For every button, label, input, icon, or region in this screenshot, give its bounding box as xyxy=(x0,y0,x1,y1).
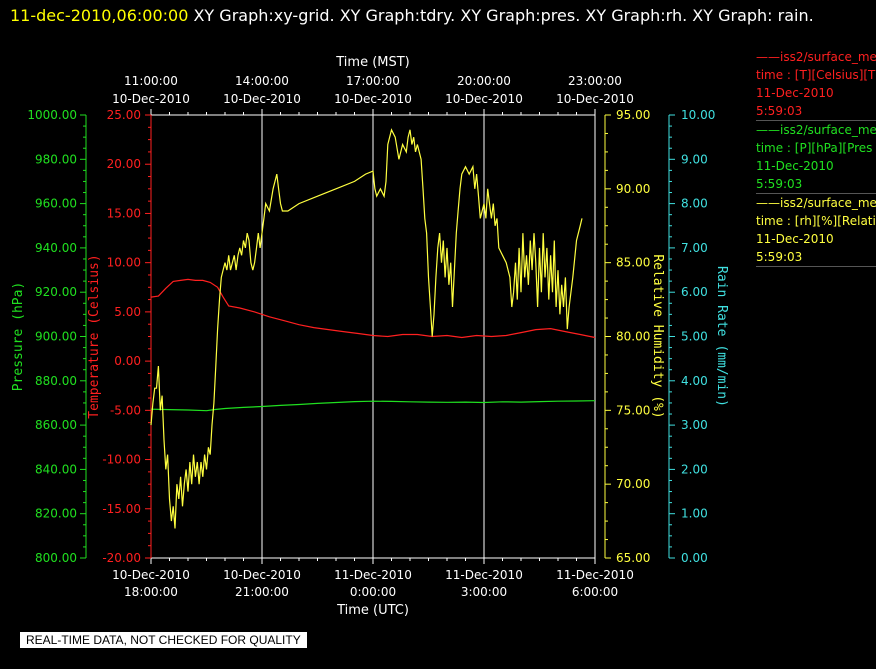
top-tick-label: 11:00:00 xyxy=(124,74,178,88)
pressure-axis-title: Pressure (hPa) xyxy=(11,282,26,392)
top-axis-title: Time (MST) xyxy=(335,55,410,70)
top-tick-label: 14:00:00 xyxy=(235,74,289,88)
temperature-tick-label: 15.00 xyxy=(107,206,141,220)
rh-tick-label: 70.00 xyxy=(616,477,650,491)
rain-tick-label: 5.00 xyxy=(681,330,708,344)
pressure-series-line xyxy=(150,400,596,412)
top-tick-label: 20:00:00 xyxy=(457,74,511,88)
pressure-tick-label: 840.00 xyxy=(35,462,77,476)
temperature-tick-label: 10.00 xyxy=(107,256,141,270)
top-tick-label: 23:00:00 xyxy=(568,74,622,88)
pressure-tick-label: 800.00 xyxy=(35,551,77,565)
top-tick-label: 10-Dec-2010 xyxy=(445,92,523,106)
legend-text: time : [T][Celsius][T xyxy=(756,68,876,82)
top-tick-label: 17:00:00 xyxy=(346,74,400,88)
top-tick-label: 10-Dec-2010 xyxy=(223,92,301,106)
temperature-tick-label: 5.00 xyxy=(114,305,141,319)
bottom-tick-label: 11-Dec-2010 xyxy=(556,568,634,582)
rain-tick-label: 2.00 xyxy=(681,462,708,476)
pressure-tick-label: 820.00 xyxy=(35,507,77,521)
bottom-tick-label: 0:00:00 xyxy=(350,585,396,599)
rh-tick-label: 90.00 xyxy=(616,182,650,196)
rh-tick-label: 80.00 xyxy=(616,330,650,344)
rain-tick-label: 7.00 xyxy=(681,241,708,255)
bottom-tick-label: 6:00:00 xyxy=(572,585,618,599)
pressure-tick-label: 880.00 xyxy=(35,374,77,388)
pressure-tick-label: 1000.00 xyxy=(27,108,77,122)
temperature-tick-label: 0.00 xyxy=(114,354,141,368)
legend-text: 5:59:03 xyxy=(756,177,803,191)
bottom-tick-label: 11-Dec-2010 xyxy=(334,568,412,582)
header-title: 11-dec-2010,06:00:00 XY Graph:xy-grid. X… xyxy=(10,2,860,30)
legend-text: 5:59:03 xyxy=(756,250,803,264)
legend-text: ——iss2/surface_me xyxy=(756,196,876,210)
legend-text: 11-Dec-2010 xyxy=(756,86,834,100)
pressure-tick-label: 860.00 xyxy=(35,418,77,432)
rain-tick-label: 9.00 xyxy=(681,152,708,166)
rh-tick-label: 95.00 xyxy=(616,108,650,122)
temperature-series-line xyxy=(150,278,596,339)
rain-axis-title: Rain Rate (mm/min) xyxy=(714,266,729,407)
timestamp: 11-dec-2010,06:00:00 xyxy=(10,6,189,25)
rh-tick-label: 85.00 xyxy=(616,256,650,270)
pressure-tick-label: 920.00 xyxy=(35,285,77,299)
xy-graph: Time (MST) 11:00:00 10-Dec-2010 14:00:00 10-… xyxy=(11,55,729,618)
legend-text: 11-Dec-2010 xyxy=(756,232,834,246)
quality-notice: REAL-TIME DATA, NOT CHECKED FOR QUALITY xyxy=(20,632,307,648)
rain-tick-label: 10.00 xyxy=(681,108,715,122)
legend-text: 5:59:03 xyxy=(756,104,803,118)
rh-tick-label: 65.00 xyxy=(616,551,650,565)
bottom-tick-label: 21:00:00 xyxy=(235,585,289,599)
bottom-tick-label: 10-Dec-2010 xyxy=(223,568,301,582)
top-tick-label: 10-Dec-2010 xyxy=(556,92,634,106)
bottom-tick-label: 18:00:00 xyxy=(124,585,178,599)
top-tick-label: 10-Dec-2010 xyxy=(334,92,412,106)
pressure-tick-label: 900.00 xyxy=(35,330,77,344)
bottom-tick-label: 3:00:00 xyxy=(461,585,507,599)
rain-tick-label: 6.00 xyxy=(681,285,708,299)
rh-axis-title: Relative Humidity (%) xyxy=(650,254,665,418)
pressure-tick-label: 980.00 xyxy=(35,152,77,166)
bottom-tick-label: 10-Dec-2010 xyxy=(112,568,190,582)
temperature-tick-label: -5.00 xyxy=(110,403,141,417)
bottom-tick-label: 11-Dec-2010 xyxy=(445,568,523,582)
rain-tick-label: 8.00 xyxy=(681,197,708,211)
graph-list: XY Graph:xy-grid. XY Graph:tdry. XY Grap… xyxy=(193,6,814,25)
temperature-tick-label: -10.00 xyxy=(102,453,141,467)
rain-tick-label: 3.00 xyxy=(681,418,708,432)
rain-tick-label: 4.00 xyxy=(681,374,708,388)
temperature-tick-label: -20.00 xyxy=(102,551,141,565)
legend-text: ——iss2/surface_me xyxy=(756,50,876,64)
pressure-tick-label: 940.00 xyxy=(35,241,77,255)
legend-text: ——iss2/surface_me xyxy=(756,123,876,137)
legend-text: 11-Dec-2010 xyxy=(756,159,834,173)
pressure-tick-label: 960.00 xyxy=(35,197,77,211)
legend-text: time : [P][hPa][Pres xyxy=(756,141,873,155)
top-tick-label: 10-Dec-2010 xyxy=(112,92,190,106)
temperature-axis-title: Temperature (Celsius) xyxy=(87,254,102,418)
rh-tick-label: 75.00 xyxy=(616,403,650,417)
bottom-axis-title: Time (UTC) xyxy=(336,603,409,618)
temperature-tick-label: 25.00 xyxy=(107,108,141,122)
temperature-tick-label: -15.00 xyxy=(102,502,141,516)
temperature-tick-label: 20.00 xyxy=(107,157,141,171)
rain-tick-label: 1.00 xyxy=(681,507,708,521)
rh-series-line xyxy=(150,128,583,529)
legend: ——iss2/surface_me time : [T][Celsius][T 11… xyxy=(756,48,876,267)
legend-text: time : [rh][%][Relati xyxy=(756,214,876,228)
rain-tick-label: 0.00 xyxy=(681,551,708,565)
